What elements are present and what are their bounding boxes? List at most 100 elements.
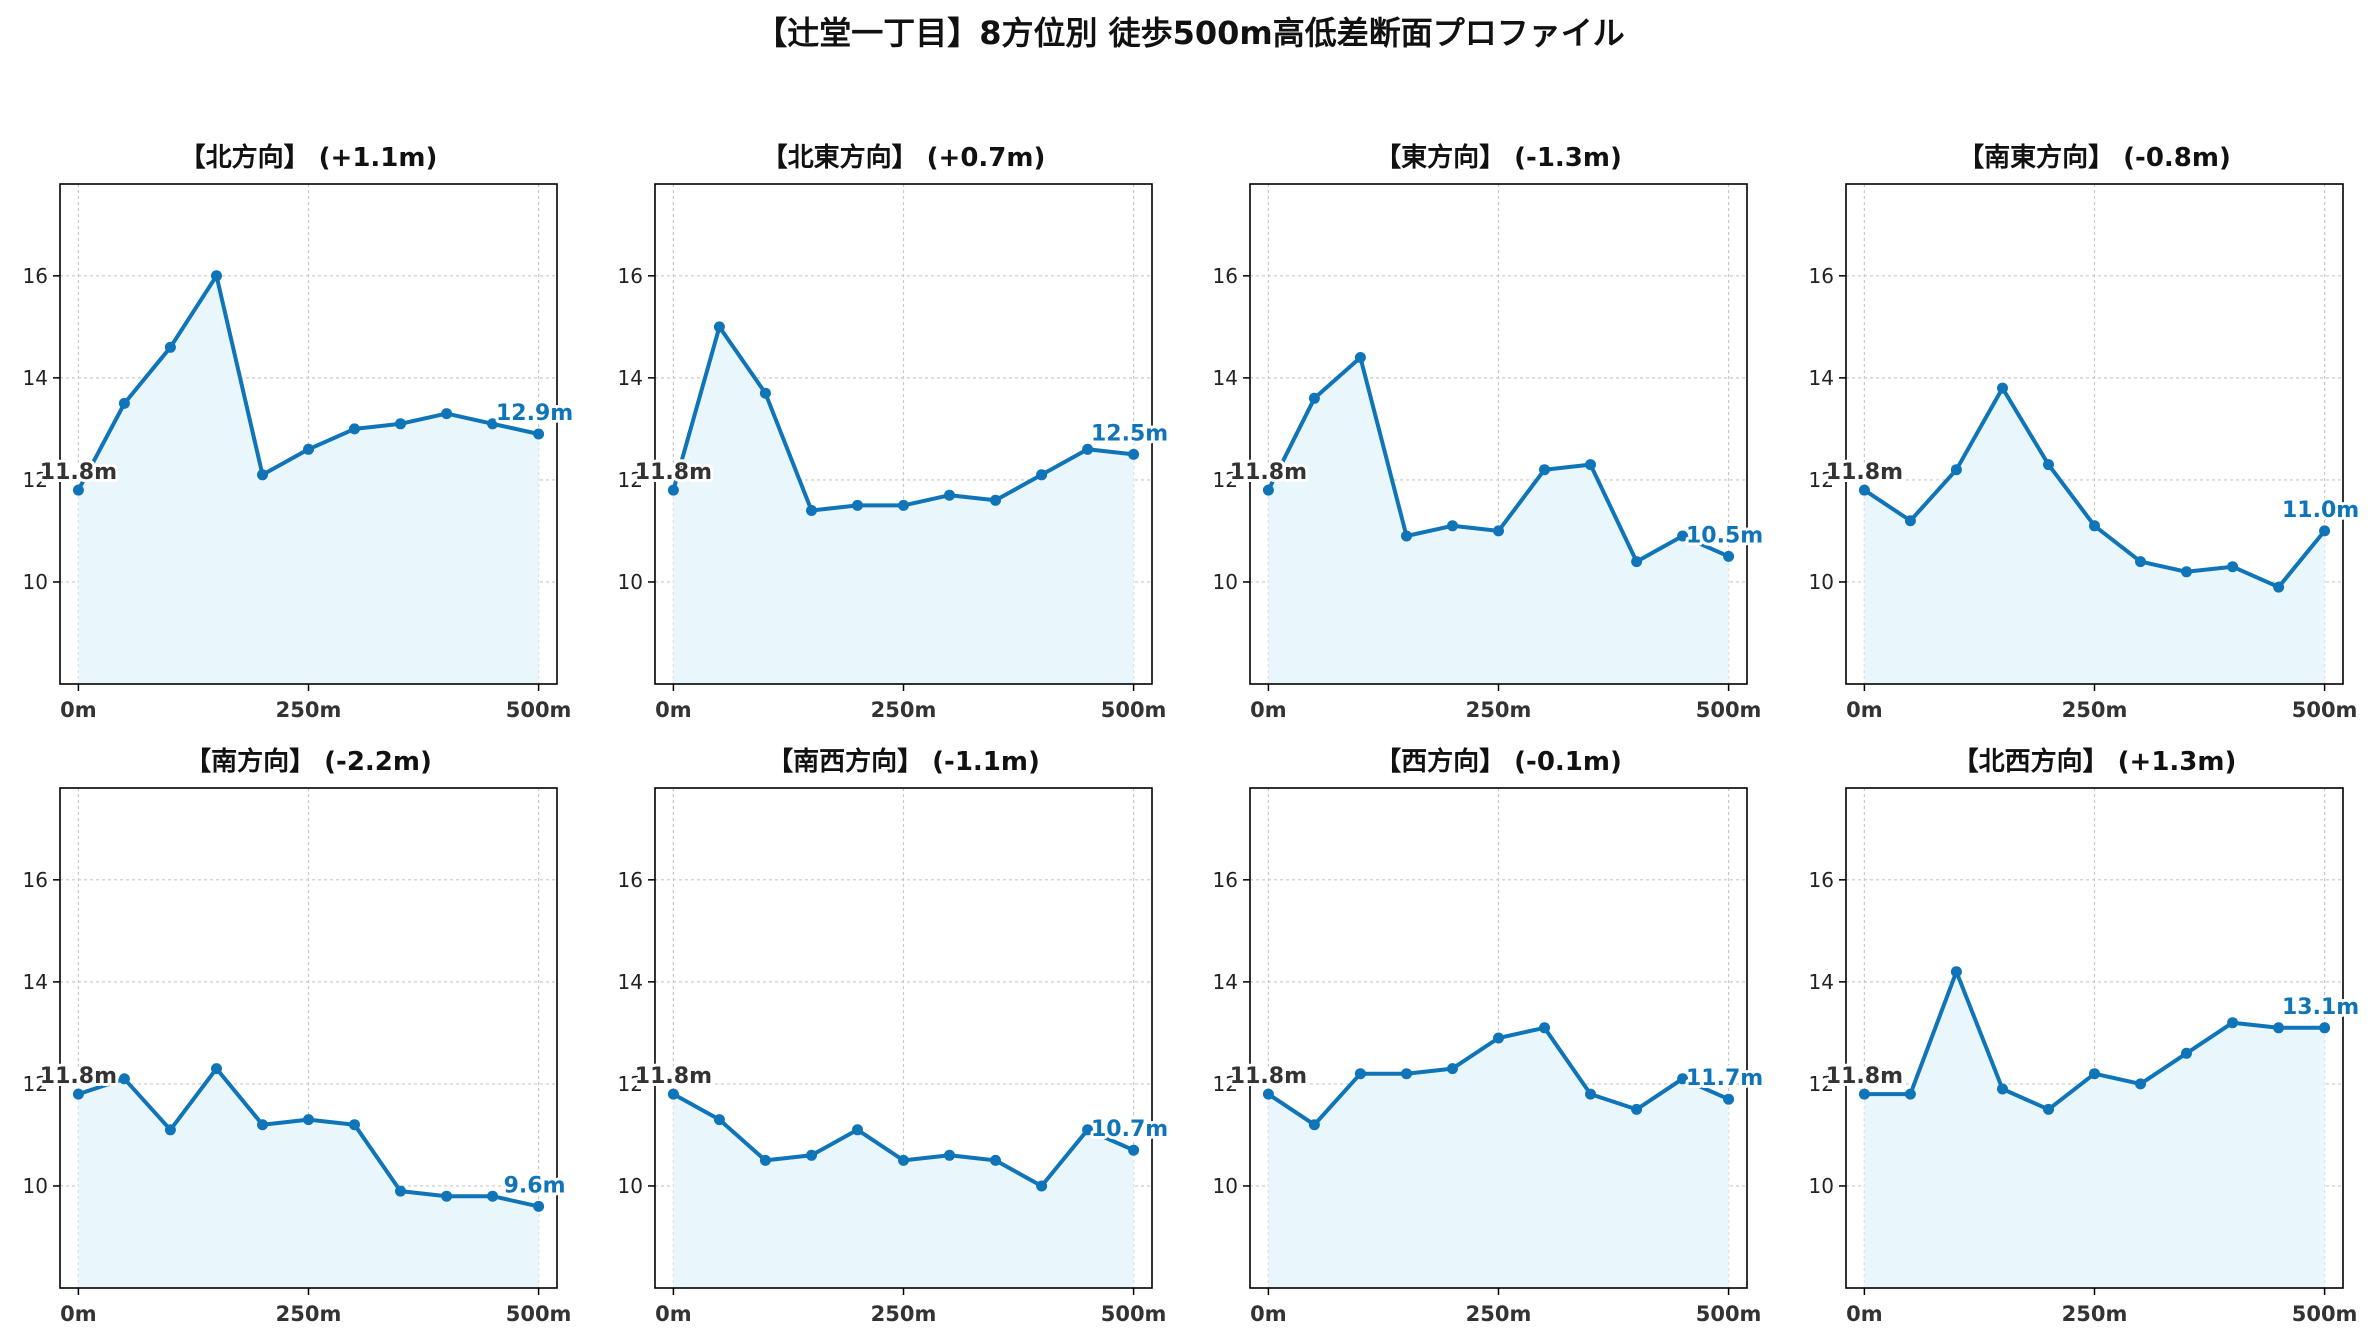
y-tick-label: 12	[23, 468, 48, 492]
data-point	[2273, 581, 2285, 593]
data-point	[1308, 392, 1320, 404]
subplot-8: 【北西方向】 (+1.3m) 0m 250m 500m 10 12 14 16 11.8m 13.…	[1809, 746, 2363, 1326]
data-point	[2273, 1022, 2285, 1034]
data-point	[2043, 459, 2054, 471]
data-point	[1677, 1073, 1689, 1085]
y-tick-label: 12	[1213, 1072, 1238, 1096]
y-tick-label: 16	[1809, 264, 1834, 288]
y-tick-label: 10	[618, 1174, 643, 1198]
y-tick-label: 16	[1213, 868, 1238, 892]
data-point	[713, 1114, 725, 1126]
y-tick-label: 10	[1809, 1174, 1834, 1198]
data-point	[1308, 1119, 1320, 1131]
x-tick-label: 500m	[506, 698, 572, 722]
y-tick-label: 14	[23, 970, 48, 994]
x-tick-label: 500m	[2292, 698, 2358, 722]
data-point	[1539, 1022, 1550, 1034]
x-tick-label: 500m	[1101, 698, 1167, 722]
x-tick-label: 250m	[1466, 698, 1532, 722]
data-point	[667, 1088, 679, 1100]
subplot-2: 【北東方向】 (+0.7m) 0m 250m 500m 10 12 14 16 11.8m 12.…	[618, 142, 1172, 722]
x-tick-label: 250m	[1466, 1302, 1532, 1326]
x-tick-label: 500m	[1696, 698, 1762, 722]
data-point	[990, 1154, 1001, 1166]
x-tick-label: 0m	[655, 698, 692, 722]
data-point	[1082, 1124, 1094, 1136]
y-tick-label: 12	[1809, 1072, 1834, 1096]
y-tick-label: 14	[1809, 366, 1834, 390]
x-tick-label: 500m	[506, 1302, 572, 1326]
data-point	[1082, 443, 1094, 455]
data-point	[211, 270, 222, 282]
end-value-label: 12.5m	[1091, 421, 1168, 446]
data-point	[944, 489, 955, 501]
subplot-grid: 【北方向】 (+1.1m) 0m 250m 500m 10 12 14 16 11.8m 12.9…	[23, 142, 2363, 1326]
data-point	[1858, 1088, 1870, 1100]
end-value-label: 13.1m	[2282, 995, 2359, 1020]
data-point	[164, 341, 176, 353]
area-fill	[1268, 357, 1729, 684]
data-point	[1401, 530, 1412, 542]
x-tick-label: 0m	[60, 698, 97, 722]
y-tick-label: 10	[23, 570, 48, 594]
x-tick-label: 250m	[276, 698, 342, 722]
x-tick-label: 250m	[871, 698, 937, 722]
data-point	[1585, 1088, 1596, 1100]
data-point	[2319, 525, 2331, 537]
y-tick-label: 12	[1213, 468, 1238, 492]
data-point	[944, 1149, 955, 1161]
x-tick-label: 0m	[1846, 698, 1883, 722]
data-point	[806, 1149, 817, 1161]
subplot-title: 【北方向】 (+1.1m)	[180, 142, 438, 173]
x-tick-label: 0m	[1250, 1302, 1287, 1326]
data-point	[487, 1190, 499, 1202]
data-point	[1262, 1088, 1274, 1100]
x-tick-label: 0m	[1250, 698, 1287, 722]
x-tick-label: 500m	[2292, 1302, 2358, 1326]
data-point	[441, 1190, 453, 1202]
data-point	[303, 443, 314, 455]
x-tick-label: 500m	[1101, 1302, 1167, 1326]
subplot-7: 【西方向】 (-0.1m) 0m 250m 500m 10 12 14 16 11.8m 11.7…	[1213, 746, 1767, 1326]
y-tick-label: 14	[618, 970, 643, 994]
data-point	[852, 499, 863, 511]
end-value-label: 10.5m	[1686, 523, 1763, 548]
data-point	[2135, 556, 2146, 568]
data-point	[1997, 1083, 2008, 1095]
data-point	[1447, 1063, 1458, 1075]
data-point	[2227, 561, 2239, 573]
subplot-title: 【南西方向】 (-1.1m)	[767, 746, 1040, 777]
data-point	[72, 484, 84, 496]
x-tick-label: 0m	[1846, 1302, 1883, 1326]
y-tick-label: 16	[23, 264, 48, 288]
data-point	[1997, 382, 2008, 394]
data-point	[1904, 1088, 1916, 1100]
y-tick-label: 10	[1809, 570, 1834, 594]
end-value-label: 11.7m	[1686, 1066, 1763, 1091]
data-point	[2043, 1103, 2054, 1115]
data-point	[806, 505, 817, 516]
data-point	[1354, 352, 1366, 363]
x-tick-label: 0m	[655, 1302, 692, 1326]
data-point	[1401, 1068, 1412, 1080]
data-point	[2089, 1068, 2100, 1080]
data-point	[2181, 1047, 2192, 1059]
data-point	[1950, 464, 1962, 476]
data-point	[1585, 459, 1596, 471]
y-tick-label: 16	[1809, 868, 1834, 892]
start-value-label: 11.8m	[635, 460, 712, 485]
data-point	[533, 1200, 545, 1212]
data-point	[257, 469, 268, 481]
data-point	[1128, 448, 1140, 460]
data-point	[118, 1073, 130, 1085]
data-point	[164, 1124, 176, 1136]
figure-title: 【辻堂一丁目】8方位別 徒歩500m高低差断面プロファイル	[755, 14, 1625, 52]
data-point	[257, 1119, 268, 1131]
data-point	[1904, 515, 1916, 527]
data-point	[1262, 484, 1274, 496]
start-value-label: 11.8m	[1230, 460, 1307, 485]
area-fill	[1864, 971, 2325, 1288]
y-tick-label: 10	[618, 570, 643, 594]
subplot-1: 【北方向】 (+1.1m) 0m 250m 500m 10 12 14 16 11.8m 12.9…	[23, 142, 577, 722]
area-fill	[1864, 388, 2325, 684]
